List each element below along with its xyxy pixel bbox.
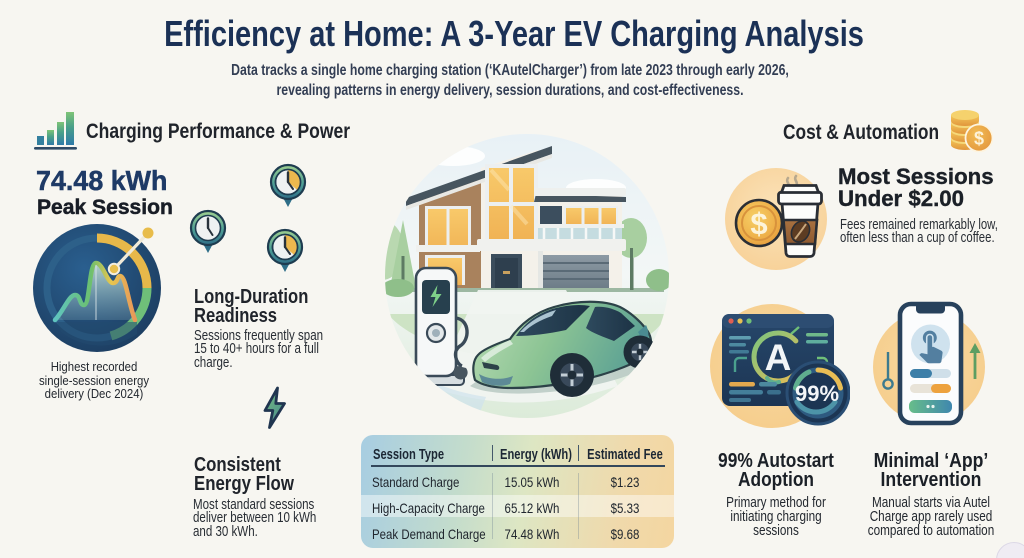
- svg-text:$: $: [974, 129, 984, 149]
- svg-text:$: $: [750, 206, 767, 241]
- svg-text:A: A: [765, 337, 792, 378]
- svg-text:99%: 99%: [795, 381, 839, 406]
